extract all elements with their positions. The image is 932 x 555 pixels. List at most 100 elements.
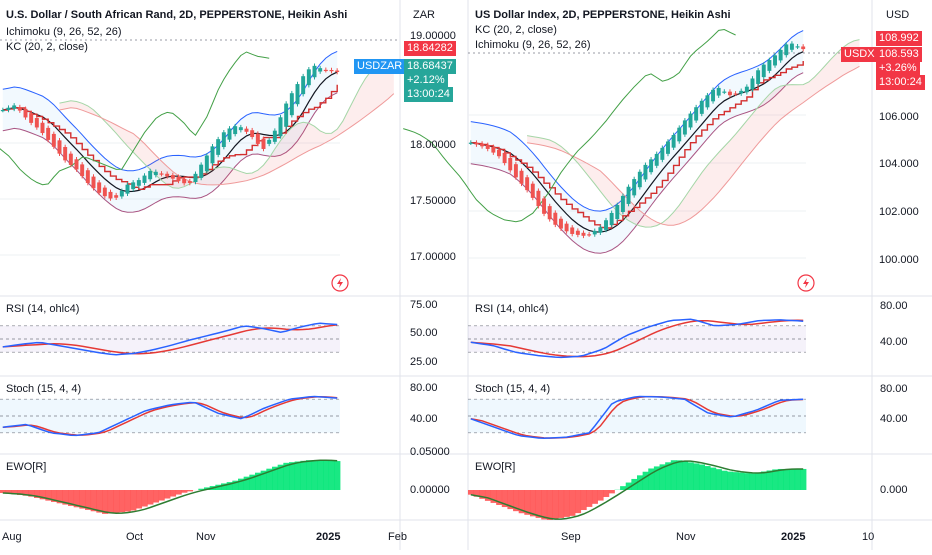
candle-body [222,132,226,147]
candle-body [638,172,642,187]
candle-body [279,117,283,136]
candle-body [610,213,614,225]
right-last-price-tag: 108.593 [876,47,922,62]
ewo-bar [603,490,609,497]
candle-body [1,110,5,111]
ewo-bar [575,490,581,513]
left-ewo-tick: 0.05000 [410,446,450,458]
left-indicator-ichimoku[interactable]: Ichimoku (9, 26, 52, 26) [6,26,122,39]
candle-body [80,164,84,176]
right-indicator-ichimoku[interactable]: Ichimoku (9, 26, 52, 26) [475,39,591,52]
candle-body [103,188,107,197]
ewo-bar [119,490,125,512]
left-time-label: Feb [388,531,407,543]
ewo-bar [295,461,301,490]
candle-body [536,191,540,206]
candle-body [801,47,805,50]
ewo-bar [334,461,340,490]
candle-body [491,147,495,153]
left-high-price-tag: 18.84282 [404,41,456,56]
candle-body [745,87,749,92]
left-countdown-tag: 13:00:24 [404,87,453,102]
candle-body [92,177,96,189]
left-time-label: Aug [2,531,22,543]
ewo-bar [306,460,312,490]
candle-body [131,182,135,189]
right-rsi-tick: 40.00 [880,336,908,348]
ewo-bar [705,466,711,490]
ewo-bar [468,490,474,495]
candle-body [250,130,254,137]
ewo-bar [800,469,806,490]
candle-body [531,184,535,198]
right-ewo-label[interactable]: EWO[R] [475,461,515,474]
ewo-bar [761,471,767,490]
candle-body [604,220,608,230]
candle-body [137,180,141,186]
ewo-bar [159,490,165,501]
ewo-bar [733,472,739,490]
candle-body [109,192,113,199]
right-ewo-tick: 0.000 [880,484,908,496]
ewo-bar [289,462,295,490]
right-currency-label[interactable]: USD [886,9,909,21]
candle-body [97,182,101,192]
candle-body [12,105,16,108]
candle-body [313,66,317,77]
left-stoch-label[interactable]: Stoch (15, 4, 4) [6,383,81,396]
candle-body [46,128,50,140]
ewo-bar [609,490,615,493]
candle-body [29,113,33,123]
candle-body [542,198,546,213]
candle-body [469,143,473,144]
left-stoch-tick: 80.00 [410,382,438,394]
left-rsi-tick: 50.00 [410,327,438,339]
candle-body [796,46,800,47]
candle-body [711,90,715,101]
left-chart-title: U.S. Dollar / South African Rand, 2D, PE… [6,9,347,22]
candle-body [480,144,484,147]
candle-body [508,158,512,170]
right-stoch-label[interactable]: Stoch (15, 4, 4) [475,383,550,396]
left-ewo-label[interactable]: EWO[R] [6,461,46,474]
right-price-tick: 102.000 [879,206,919,218]
candle-body [520,171,524,184]
right-symbol-tag[interactable]: USDX [841,47,878,62]
candle-body [497,150,501,156]
candle-body [324,70,328,71]
candle-body [615,205,619,219]
candle-body [784,44,788,55]
left-time-label: Oct [126,531,143,543]
candle-body [273,131,277,142]
candle-body [301,76,305,94]
right-indicator-kc[interactable]: KC (20, 2, close) [475,24,557,37]
left-ewo-tick: 0.00000 [410,484,450,496]
ewo-bar [300,461,306,490]
candle-body [296,84,300,104]
candle-body [58,140,62,153]
left-rsi-label[interactable]: RSI (14, ohlc4) [6,303,79,316]
ewo-bar [553,490,559,519]
left-indicator-kc[interactable]: KC (20, 2, close) [6,41,88,54]
right-rsi-label[interactable]: RSI (14, ohlc4) [475,303,548,316]
ewo-bar [329,461,335,490]
candle-body [621,196,625,212]
ewo-bar [170,490,176,497]
ewo-bar [598,490,604,501]
candle-body [284,104,288,127]
candle-body [632,179,636,195]
candle-body [262,139,266,149]
ewo-bar [744,473,750,490]
ewo-bar [96,490,102,513]
left-currency-label[interactable]: ZAR [413,9,435,21]
ewo-bar [547,490,553,520]
candle-body [228,128,232,139]
left-symbol-tag[interactable]: USDZAR [354,59,405,74]
candle-body [63,147,67,160]
candle-body [41,123,45,133]
candle-body [114,195,118,198]
candle-body [290,93,294,115]
ewo-bar [147,490,153,505]
candle-body [751,78,755,89]
